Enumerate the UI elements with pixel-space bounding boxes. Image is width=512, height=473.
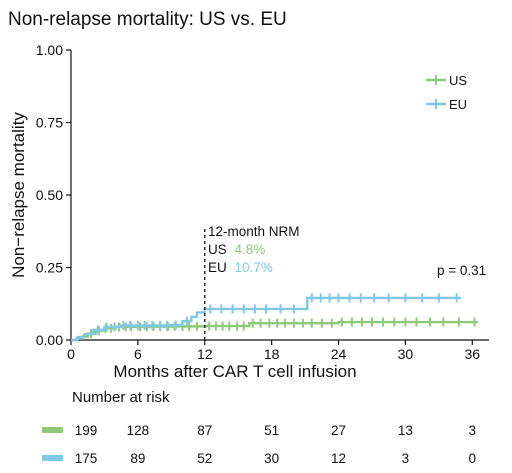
risk-row-us: 199 128 87 51 27 13 3 bbox=[42, 423, 476, 438]
risk-value: 27 bbox=[331, 423, 346, 438]
x-axis: 0 6 12 18 24 30 36 bbox=[67, 339, 489, 362]
nrm-annotation-title: 12-month NRM bbox=[208, 224, 300, 239]
nrm-annotation-eu-label: EU bbox=[208, 260, 227, 275]
risk-value: 30 bbox=[264, 451, 279, 466]
x-tick-label: 6 bbox=[134, 346, 142, 362]
p-value: p = 0.31 bbox=[437, 263, 486, 278]
legend-label: US bbox=[449, 73, 467, 88]
risk-value: 0 bbox=[469, 451, 477, 466]
y-tick-label: 0.00 bbox=[36, 332, 63, 348]
nrm-annotation-eu: EU 10.7% bbox=[208, 260, 273, 275]
nrm-annotation-us-label: US bbox=[208, 242, 227, 257]
risk-value: 89 bbox=[130, 451, 145, 466]
x-tick-label: 0 bbox=[67, 346, 75, 362]
series-line-eu bbox=[71, 296, 462, 342]
x-tick-label: 12 bbox=[197, 346, 213, 362]
risk-value: 3 bbox=[469, 423, 477, 438]
nrm-annotation-eu-value: 10.7% bbox=[235, 260, 273, 275]
risk-value: 87 bbox=[197, 423, 212, 438]
legend-item-eu: EU bbox=[426, 97, 467, 112]
risk-value: 12 bbox=[331, 451, 346, 466]
legend-item-us: US bbox=[426, 73, 467, 88]
risk-value: 51 bbox=[264, 423, 279, 438]
legend-label: EU bbox=[449, 97, 467, 112]
y-axis: 0.00 0.25 0.50 0.75 1.00 bbox=[36, 42, 72, 348]
y-tick-label: 1.00 bbox=[36, 42, 63, 58]
risk-value: 13 bbox=[398, 423, 413, 438]
x-tick-label: 24 bbox=[331, 346, 347, 362]
legend: US EU bbox=[426, 73, 467, 112]
y-axis-title: Non−relapse mortality bbox=[9, 112, 28, 278]
x-tick-label: 18 bbox=[264, 346, 280, 362]
nrm-annotation-us: US 4.8% bbox=[208, 242, 265, 257]
x-tick-label: 30 bbox=[398, 346, 414, 362]
y-tick-label: 0.75 bbox=[36, 115, 63, 131]
risk-value: 128 bbox=[127, 423, 150, 438]
x-tick-label: 36 bbox=[464, 346, 480, 362]
y-tick-label: 0.50 bbox=[36, 187, 63, 203]
nrm-annotation-us-value: 4.8% bbox=[235, 242, 266, 257]
x-axis-title: Months after CAR T cell infusion bbox=[113, 362, 356, 381]
risk-table-title: Number at risk bbox=[72, 389, 170, 406]
risk-row-swatch bbox=[42, 455, 63, 461]
risk-row-swatch bbox=[42, 427, 63, 433]
y-tick-label: 0.25 bbox=[36, 260, 63, 276]
chart-title: Non-relapse mortality: US vs. EU bbox=[8, 9, 287, 30]
risk-value: 175 bbox=[75, 451, 98, 466]
series-eu bbox=[71, 293, 462, 342]
risk-row-eu: 175 89 52 30 12 3 0 bbox=[42, 451, 476, 466]
series-group bbox=[71, 293, 478, 342]
risk-value: 3 bbox=[402, 451, 410, 466]
risk-value: 52 bbox=[197, 451, 212, 466]
risk-value: 199 bbox=[75, 423, 98, 438]
series-us bbox=[71, 317, 478, 342]
